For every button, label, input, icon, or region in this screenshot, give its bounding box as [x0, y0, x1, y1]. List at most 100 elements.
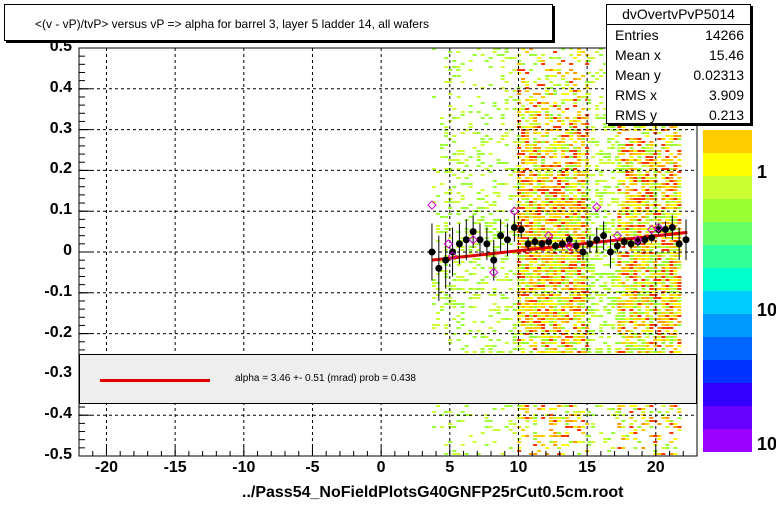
profile-point — [565, 236, 573, 244]
heatmap-cell — [633, 189, 638, 191]
heatmap-cell — [488, 66, 493, 68]
heatmap-cell — [565, 426, 570, 428]
heatmap-cell — [504, 57, 509, 59]
heatmap-cell — [521, 150, 526, 152]
heatmap-cell — [537, 168, 542, 170]
heatmap-cell — [456, 153, 461, 155]
heatmap-cell — [476, 282, 481, 284]
heatmap-cell — [595, 207, 600, 209]
heatmap-cell — [611, 219, 616, 221]
heatmap-cell — [553, 435, 558, 437]
heatmap-cell — [669, 342, 674, 344]
heatmap-cell — [549, 351, 554, 353]
heatmap-cell — [611, 306, 616, 308]
heatmap-cell — [581, 348, 586, 350]
heatmap-cell — [504, 108, 509, 110]
file-path-label: ../Pass54_NoFieldPlotsG40GNFP25rCut0.5cm… — [242, 484, 624, 501]
heatmap-cell — [615, 411, 620, 413]
heatmap-cell — [545, 108, 550, 110]
heatmap-cell — [553, 84, 558, 86]
heatmap-cell — [669, 231, 674, 233]
heatmap-cell — [525, 309, 530, 311]
heatmap-cell — [508, 429, 513, 431]
heatmap-cell — [677, 411, 682, 413]
heatmap-cell — [541, 261, 546, 263]
heatmap-cell — [561, 282, 566, 284]
heatmap-cell — [669, 162, 674, 164]
heatmap-cell — [508, 330, 513, 332]
heatmap-cell — [637, 231, 642, 233]
open-point — [427, 200, 437, 210]
heatmap-cell — [565, 117, 570, 119]
heatmap-cell — [561, 171, 566, 173]
heatmap-cell — [541, 276, 546, 278]
heatmap-cell — [512, 57, 517, 59]
heatmap-cell — [476, 132, 481, 134]
heatmap-cell — [581, 312, 586, 314]
heatmap-cell — [525, 108, 530, 110]
heatmap-cell — [464, 351, 469, 353]
heatmap-cell — [537, 93, 542, 95]
heatmap-cell — [629, 219, 634, 221]
heatmap-cell — [649, 351, 654, 353]
heatmap-cell — [577, 171, 582, 173]
heatmap-cell — [625, 285, 630, 287]
heatmap-cell — [561, 258, 566, 260]
heatmap-cell — [452, 261, 457, 263]
heatmap-cell — [617, 279, 622, 281]
heatmap-cell — [512, 348, 517, 350]
heatmap-cell — [595, 279, 600, 281]
heatmap-cell — [525, 168, 530, 170]
heatmap-cell — [669, 324, 674, 326]
heatmap-cell — [525, 237, 530, 239]
heatmap-cell — [480, 117, 485, 119]
heatmap-cell — [569, 123, 574, 125]
heatmap-cell — [569, 144, 574, 146]
heatmap-cell — [629, 255, 634, 257]
heatmap-cell — [448, 303, 453, 305]
heatmap-cell — [591, 441, 596, 443]
heatmap-cell — [665, 183, 670, 185]
heatmap-cell — [581, 108, 586, 110]
heatmap-cell — [637, 195, 642, 197]
heatmap-cell — [549, 279, 554, 281]
heatmap-cell — [669, 408, 674, 410]
heatmap-cell — [512, 108, 517, 110]
heatmap-cell — [645, 174, 650, 176]
heatmap-cell — [585, 165, 590, 167]
heatmap-cell — [549, 315, 554, 317]
heatmap-cell — [492, 105, 497, 107]
heatmap-cell — [625, 168, 630, 170]
heatmap-cell — [529, 276, 534, 278]
heatmap-cell — [496, 54, 501, 56]
heatmap-cell — [591, 426, 596, 428]
heatmap-cell — [557, 192, 562, 194]
heatmap-cell — [484, 414, 489, 416]
heatmap-cell — [677, 429, 682, 431]
open-point — [653, 222, 664, 233]
heatmap-cell — [617, 303, 622, 305]
heatmap-cell — [595, 72, 600, 74]
heatmap-cell — [521, 237, 526, 239]
heatmap-cell — [480, 351, 485, 353]
heatmap-cell — [561, 267, 566, 269]
heatmap-cell — [557, 327, 562, 329]
profile-point — [600, 232, 608, 240]
heatmap-cell — [665, 177, 670, 179]
heatmap-cell — [537, 186, 542, 188]
heatmap-cell — [577, 303, 582, 305]
profile-point — [572, 242, 580, 250]
heatmap-cell — [661, 336, 666, 338]
heatmap-cell — [577, 411, 582, 413]
heatmap-cell — [577, 138, 582, 140]
heatmap-cell — [569, 246, 574, 248]
heatmap-cell — [577, 51, 582, 53]
heatmap-cell — [615, 186, 620, 188]
heatmap-cell — [492, 345, 497, 347]
heatmap-cell — [496, 339, 501, 341]
heatmap-cell — [587, 321, 592, 323]
heatmap-cell — [587, 285, 592, 287]
heatmap-cell — [517, 330, 522, 332]
heatmap-cell — [649, 147, 654, 149]
heatmap-cell — [665, 180, 670, 182]
